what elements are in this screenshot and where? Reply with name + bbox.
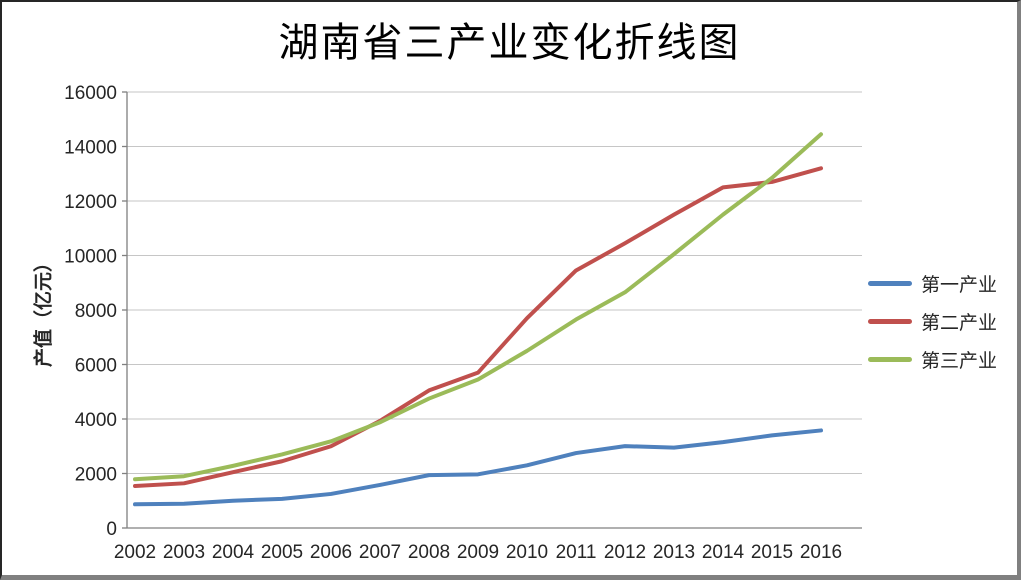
y-tick-label: 4000 [75,410,117,431]
y-tick-label: 6000 [75,356,117,377]
legend-item-secondary-industry: 第二产业 [868,310,998,334]
x-tick-label: 2011 [556,542,597,563]
legend-label-primary-industry: 第一产业 [921,274,998,296]
legend-label-tertiary-industry: 第三产业 [921,350,998,372]
y-tick-label: 16000 [64,83,117,104]
legend-item-primary-industry: 第一产业 [868,272,998,296]
y-tick-label: 12000 [64,192,117,213]
legend-swatch-primary-industry [868,280,912,286]
x-tick-label: 2003 [163,542,205,563]
x-tick-label: 2002 [114,542,156,563]
legend-item-tertiary-industry: 第三产业 [868,348,998,372]
x-tick-label: 2007 [359,542,401,563]
legend-swatch-tertiary-industry [868,356,912,362]
x-tick-label: 2013 [653,542,695,563]
x-tick-label: 2010 [506,542,548,563]
x-tick-label: 2005 [261,542,303,563]
series-line-0 [133,428,823,507]
legend: 第一产业 第二产业 第三产业 [868,272,997,386]
y-tick-label: 8000 [75,301,117,322]
y-tick-label: 2000 [75,465,117,486]
x-tick-label: 2008 [408,542,450,563]
series-line-2 [133,132,823,482]
y-tick-label: 0 [106,519,117,540]
x-tick-label: 2004 [212,542,255,563]
x-tick-label: 2006 [310,542,352,563]
legend-swatch-secondary-industry [868,318,912,324]
legend-label-secondary-industry: 第二产业 [921,312,998,334]
series-line-1 [133,166,823,489]
chart-title: 湖南省三产业变化折线图 [278,20,741,65]
x-tick-label: 2014 [702,542,745,563]
y-tick-label: 10000 [64,247,117,268]
x-tick-label: 2016 [800,542,842,563]
x-tick-label: 2012 [604,542,646,563]
y-tick-label: 14000 [64,138,117,159]
x-tick-label: 2009 [457,542,499,563]
x-tick-label: 2015 [751,542,793,563]
